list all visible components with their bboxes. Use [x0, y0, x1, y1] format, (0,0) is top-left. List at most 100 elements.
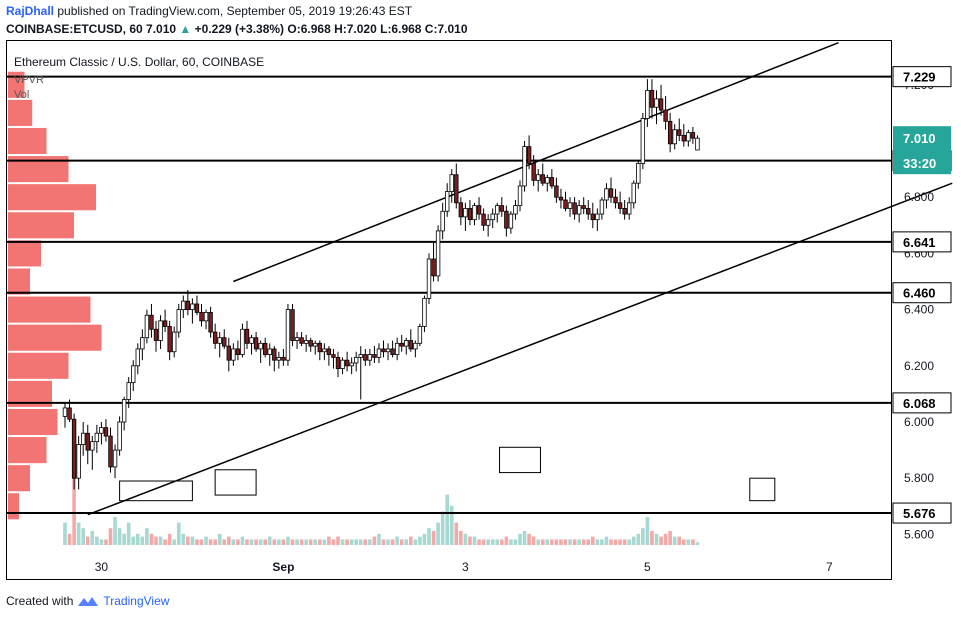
candle-up	[62, 407, 68, 417]
candle-down	[108, 435, 113, 468]
indicator-vpvr[interactable]: VPVR	[14, 74, 44, 86]
channel-upper-line	[233, 41, 839, 283]
volume-bar	[72, 475, 76, 545]
candle-up	[240, 328, 245, 355]
candle-up	[176, 309, 181, 333]
candle-down	[408, 340, 413, 350]
candle-down	[149, 314, 154, 330]
volume-bar	[277, 539, 281, 545]
price-tick-label: 5.800	[904, 471, 934, 485]
volume-bar	[331, 539, 336, 545]
candle-up	[490, 213, 495, 221]
support-resistance-lines	[7, 75, 891, 515]
candle-up	[135, 348, 140, 367]
volume-bar	[90, 531, 95, 545]
bar-countdown-label: 33:20	[903, 156, 936, 171]
candle-down	[658, 98, 664, 111]
volume-bar	[308, 539, 313, 545]
volume-bar	[217, 533, 222, 545]
volume-bar	[381, 539, 386, 545]
candle-up	[413, 342, 418, 350]
candle-up	[76, 444, 81, 479]
level-tag-box	[892, 502, 952, 524]
volume-bar	[668, 531, 672, 545]
volume-bar	[613, 539, 618, 545]
candle-down	[467, 208, 473, 221]
volume-bar	[550, 539, 554, 545]
level-tag-box	[892, 231, 952, 253]
candle-down	[344, 359, 350, 367]
volume-bar	[190, 536, 195, 545]
candle-down	[504, 210, 509, 229]
volume-bar	[249, 539, 254, 545]
volume-bar	[531, 536, 536, 545]
volume-bar	[131, 536, 136, 545]
volume-bar	[404, 539, 409, 545]
candle-down	[454, 174, 459, 204]
tradingview-logo-icon	[78, 597, 99, 606]
candle-up	[426, 258, 432, 299]
volume-bar	[522, 531, 527, 545]
candle-up	[522, 146, 527, 187]
volume-bar	[631, 536, 636, 545]
candle-up	[203, 312, 209, 322]
candle-up	[131, 365, 136, 384]
volume-bar	[427, 528, 431, 545]
volume-bar	[472, 536, 477, 545]
candle-up	[517, 185, 523, 207]
time-tick-label: 7	[826, 560, 833, 574]
volume-bar	[76, 522, 81, 545]
volume-bar	[149, 533, 154, 545]
candle-up	[636, 163, 641, 184]
time-tick-label: 3	[462, 560, 469, 574]
candle-down	[499, 205, 504, 212]
volume-bar	[363, 539, 368, 545]
volume-bar	[299, 539, 304, 545]
volume-bar	[386, 539, 390, 545]
candle-up	[121, 399, 127, 423]
candle-down	[681, 134, 686, 142]
time-tick-label: Sep	[272, 560, 294, 574]
candle-down	[363, 354, 368, 361]
candle-up	[190, 303, 195, 311]
candle-down	[85, 432, 90, 451]
volume-bar	[327, 536, 331, 545]
volume-bar	[295, 539, 299, 545]
volume-bar	[672, 536, 677, 545]
volume-bar	[158, 536, 163, 545]
volume-bar	[286, 536, 290, 545]
indicator-vol[interactable]: Vol	[14, 89, 29, 101]
symbol-name: COINBASE:ETCUSD, 60	[6, 22, 143, 36]
publish-info: RajDhall published on TradingView.com, S…	[6, 4, 412, 18]
level-tag-label: 6.460	[903, 286, 936, 301]
tradingview-brand[interactable]: TradingView	[103, 594, 170, 608]
candle-down	[690, 132, 696, 139]
volume-bar	[513, 539, 518, 545]
candle-up	[640, 118, 646, 164]
volume-bar	[431, 531, 436, 545]
candle-down	[390, 348, 395, 355]
volume-bar	[545, 539, 550, 545]
publish-text: published on TradingView.com, September …	[57, 4, 413, 18]
candle-up	[353, 356, 359, 364]
volume-bar	[267, 536, 272, 545]
candle-down	[431, 258, 436, 277]
volume-bar	[108, 528, 113, 545]
volume-bar	[231, 539, 236, 545]
candle-up	[140, 337, 145, 350]
candle-down	[331, 354, 336, 358]
volume-bar	[372, 536, 377, 545]
author-name[interactable]: RajDhall	[6, 4, 55, 18]
vpvr-row	[8, 324, 102, 351]
candle-up	[513, 205, 518, 215]
volume-bar	[481, 539, 486, 545]
candle-down	[226, 345, 231, 361]
candle-up	[645, 90, 650, 119]
level-tag-box	[892, 66, 952, 88]
candles	[62, 79, 700, 490]
candle-down	[199, 312, 204, 322]
price-tick-label: 6.000	[904, 415, 934, 429]
last-price: 7.010	[146, 22, 177, 36]
volume-bar	[399, 539, 404, 545]
